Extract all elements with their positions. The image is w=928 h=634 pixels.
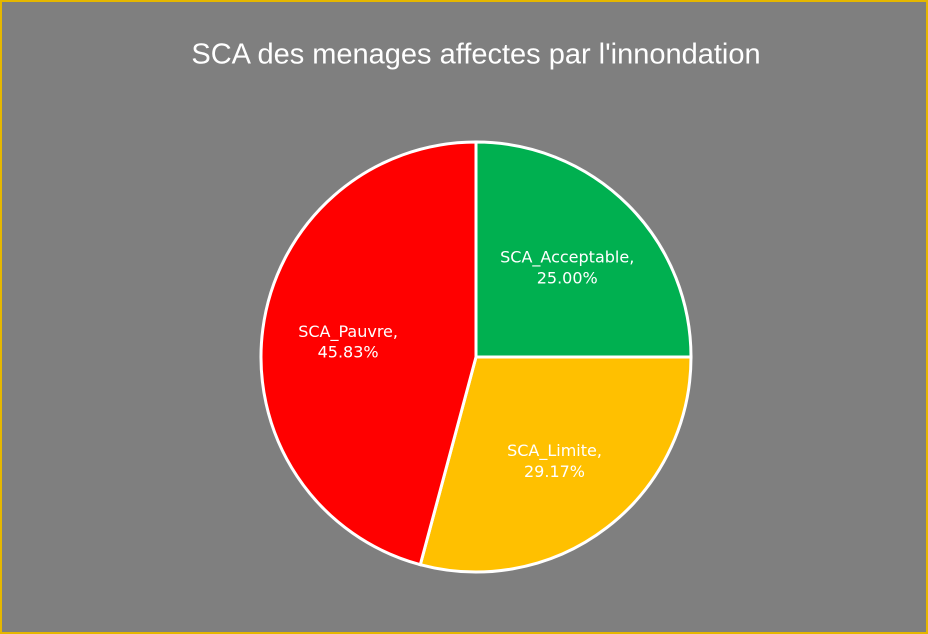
pie-slice <box>259 140 478 567</box>
data-label-category: SCA_Pauvre, <box>298 322 398 342</box>
data-label-value: 25.00% <box>537 268 598 287</box>
data-label: SCA_Pauvre, 45.83% <box>298 322 398 362</box>
data-label-category: SCA_Limite, <box>507 441 602 461</box>
data-label: SCA_Acceptable, 25.00% <box>500 248 634 288</box>
chart-title: SCA des menages affectes par l'innondati… <box>191 39 760 71</box>
data-label: SCA_Limite, 29.17% <box>507 441 602 481</box>
data-label-category: SCA_Acceptable, <box>500 248 634 268</box>
pie-slice <box>474 140 693 359</box>
data-label-value: 45.83% <box>318 343 379 362</box>
pie-slice <box>418 355 693 574</box>
data-label-value: 29.17% <box>524 462 585 481</box>
